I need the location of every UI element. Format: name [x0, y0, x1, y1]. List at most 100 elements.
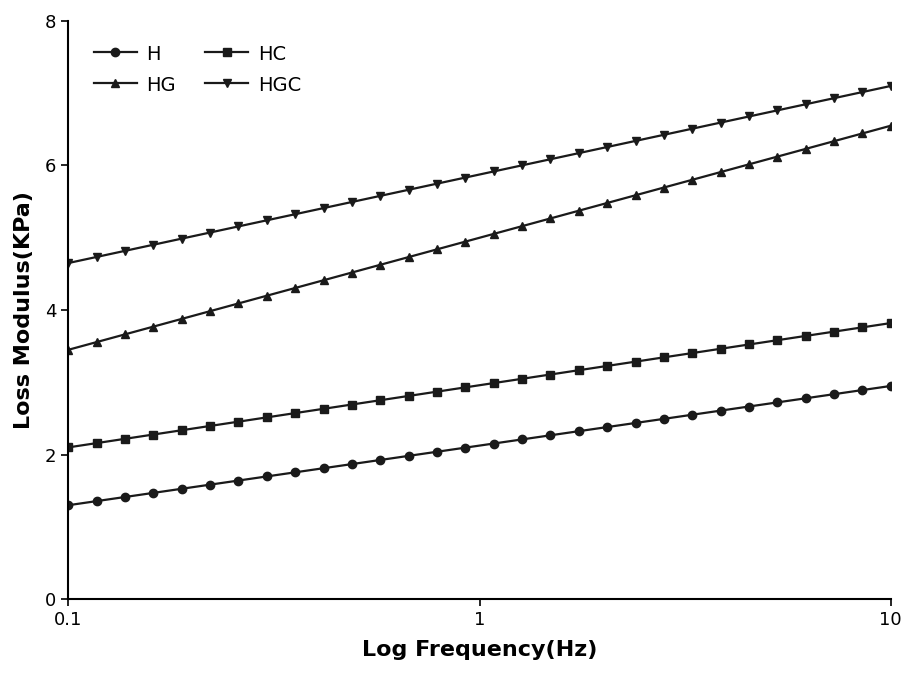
- HG: [233, 299, 244, 307]
- H: [289, 468, 300, 477]
- HGC: [744, 113, 755, 121]
- HG: [602, 199, 613, 207]
- H: [63, 501, 74, 510]
- HC: [460, 384, 471, 392]
- H: [885, 382, 896, 390]
- HC: [687, 349, 698, 357]
- H: [801, 394, 812, 402]
- H: [687, 410, 698, 419]
- HGC: [147, 241, 158, 249]
- H: [261, 472, 272, 481]
- Line: H: H: [64, 381, 895, 510]
- HC: [829, 328, 840, 336]
- H: [460, 443, 471, 452]
- HGC: [261, 216, 272, 224]
- H: [517, 435, 528, 443]
- HG: [829, 137, 840, 145]
- HGC: [63, 259, 74, 267]
- HC: [375, 396, 386, 404]
- HG: [346, 268, 357, 276]
- H: [630, 419, 641, 427]
- HG: [92, 338, 103, 346]
- HG: [687, 176, 698, 184]
- Line: HG: HG: [64, 121, 895, 354]
- HGC: [119, 247, 130, 255]
- HGC: [233, 222, 244, 231]
- HC: [630, 358, 641, 366]
- H: [659, 415, 670, 423]
- HC: [346, 400, 357, 408]
- HC: [63, 443, 74, 452]
- HG: [488, 230, 499, 238]
- HGC: [801, 100, 812, 109]
- HG: [772, 152, 783, 160]
- HG: [517, 222, 528, 231]
- HGC: [829, 94, 840, 102]
- HG: [403, 253, 414, 261]
- HC: [659, 353, 670, 361]
- HGC: [375, 192, 386, 200]
- Line: HC: HC: [64, 319, 895, 452]
- H: [403, 452, 414, 460]
- HG: [545, 214, 556, 222]
- HG: [460, 237, 471, 245]
- HG: [318, 276, 329, 284]
- HGC: [517, 161, 528, 169]
- HGC: [573, 149, 584, 157]
- HGC: [204, 228, 215, 237]
- HGC: [318, 204, 329, 212]
- HC: [261, 413, 272, 421]
- HC: [715, 344, 726, 353]
- H: [488, 439, 499, 448]
- H: [431, 448, 442, 456]
- HC: [545, 371, 556, 379]
- HC: [801, 332, 812, 340]
- HC: [772, 336, 783, 344]
- Y-axis label: Loss Modulus(KPa): Loss Modulus(KPa): [14, 191, 34, 429]
- HG: [431, 245, 442, 253]
- HGC: [460, 173, 471, 181]
- HC: [318, 405, 329, 413]
- HC: [289, 409, 300, 417]
- HC: [573, 366, 584, 374]
- HG: [375, 261, 386, 269]
- H: [857, 386, 868, 394]
- HG: [573, 207, 584, 215]
- HC: [176, 426, 187, 434]
- H: [715, 406, 726, 415]
- HC: [857, 324, 868, 332]
- HGC: [687, 125, 698, 133]
- HGC: [289, 210, 300, 218]
- Legend: H, HG, HC, HGC: H, HG, HC, HGC: [86, 36, 309, 102]
- HGC: [772, 106, 783, 115]
- H: [602, 423, 613, 431]
- H: [233, 477, 244, 485]
- HC: [431, 388, 442, 396]
- H: [573, 427, 584, 435]
- HC: [602, 362, 613, 370]
- H: [829, 390, 840, 398]
- HGC: [857, 88, 868, 96]
- HGC: [431, 179, 442, 187]
- HGC: [403, 186, 414, 194]
- H: [204, 481, 215, 489]
- HG: [801, 145, 812, 153]
- HG: [744, 160, 755, 168]
- HC: [517, 375, 528, 383]
- H: [147, 489, 158, 497]
- HC: [233, 418, 244, 426]
- HGC: [176, 235, 187, 243]
- HC: [147, 431, 158, 439]
- HG: [857, 129, 868, 137]
- HC: [885, 319, 896, 327]
- HG: [63, 346, 74, 354]
- H: [346, 460, 357, 468]
- HG: [289, 284, 300, 292]
- H: [744, 402, 755, 410]
- H: [176, 485, 187, 493]
- HG: [659, 183, 670, 191]
- HC: [119, 435, 130, 443]
- HGC: [630, 137, 641, 145]
- HC: [204, 422, 215, 430]
- X-axis label: Log Frequency(Hz): Log Frequency(Hz): [362, 640, 597, 660]
